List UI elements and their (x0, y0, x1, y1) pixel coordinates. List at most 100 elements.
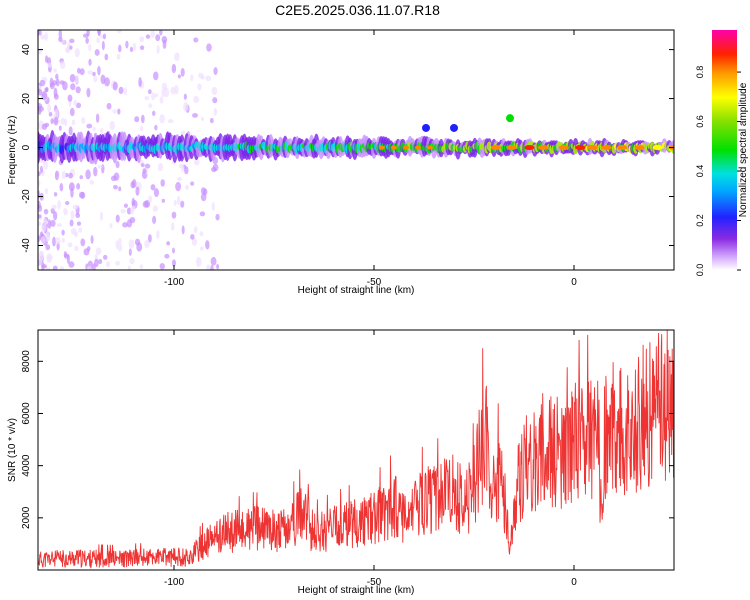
heat-cell (115, 214, 120, 223)
heat-cell (151, 92, 156, 101)
heat-cell (150, 184, 156, 191)
heat-cell (148, 195, 153, 203)
y-tick-label: 8000 (21, 350, 32, 373)
heat-cell (176, 195, 181, 206)
plot-frame (37, 29, 675, 271)
heat-cell (152, 215, 157, 224)
heat-cell (47, 219, 52, 229)
heat-cell (131, 179, 137, 188)
heat-cell (391, 145, 397, 150)
heat-cell (185, 184, 189, 191)
heat-cell (55, 78, 60, 87)
heat-cell (211, 202, 215, 211)
heat-cell (53, 93, 59, 100)
heat-cell (59, 265, 65, 270)
heat-cell (144, 163, 151, 169)
heat-cell (40, 34, 46, 40)
heat-cell (154, 124, 158, 131)
plot-frame (37, 329, 675, 571)
heat-cell (140, 163, 145, 168)
heat-cell (43, 208, 49, 215)
heat-cell (142, 168, 147, 174)
heat-cell (180, 68, 185, 77)
heat-feature (450, 123, 458, 132)
heat-cell (38, 88, 41, 93)
heat-cell (198, 72, 204, 79)
heat-cell (118, 186, 122, 192)
heat-cell (161, 36, 168, 44)
heat-cell (190, 74, 194, 82)
heat-cell (45, 244, 51, 251)
heat-cell (50, 219, 56, 227)
heat-cell (55, 237, 61, 245)
heat-cell (211, 86, 218, 95)
heat-cell (148, 103, 153, 109)
y-tick-label: 0 (21, 144, 32, 150)
heat-cell (95, 113, 100, 123)
heat-cell (86, 87, 91, 98)
heat-cell (140, 114, 145, 124)
heat-cell (63, 208, 68, 216)
heat-cell (113, 172, 120, 181)
heat-cell (200, 193, 207, 202)
heat-cell (138, 77, 142, 88)
heat-cell (537, 145, 548, 151)
heat-cell (87, 70, 93, 75)
heat-cell (160, 179, 165, 187)
heat-cell (38, 200, 41, 209)
heat-cell (652, 145, 663, 151)
heat-cell (97, 30, 102, 35)
heat-cell (123, 203, 128, 208)
heat-cell (175, 181, 182, 192)
heat-cell (199, 231, 204, 237)
heat-cell (139, 45, 145, 51)
heat-cell (506, 145, 517, 151)
x-tick-label: -50 (367, 577, 382, 588)
x-tick-label: -100 (164, 577, 184, 588)
heat-cell (490, 145, 501, 151)
x-tick-label: -100 (164, 277, 184, 288)
heat-cell (71, 119, 76, 126)
heat-cell (49, 77, 54, 88)
heat-cell (181, 225, 185, 235)
colorbar-tick-label: 0.2 (695, 214, 705, 227)
x-tick-label: 0 (571, 577, 577, 588)
colorbar-tick-label: 0.6 (695, 115, 705, 128)
heat-cell (61, 229, 65, 236)
heat-cell (117, 108, 121, 115)
x-axis-label: Height of straight line (km) (298, 585, 415, 596)
heat-cell (161, 198, 166, 203)
heat-cell (52, 265, 58, 270)
heat-cell (68, 261, 75, 268)
heat-cell (85, 37, 89, 44)
snr-trace (38, 330, 674, 569)
heat-cell (152, 205, 158, 212)
heat-cell (104, 77, 110, 87)
figure-title: C2E5.2025.036.11.07.R18 (275, 2, 440, 18)
heat-cell (58, 30, 63, 39)
heat-cell (199, 211, 206, 217)
heat-cell (112, 184, 118, 190)
heat-cell (199, 246, 204, 251)
heat-cell (129, 46, 134, 53)
heat-cell (48, 111, 53, 117)
heat-cell (69, 107, 75, 117)
heat-cell (166, 241, 171, 246)
heat-cell (55, 73, 59, 80)
heat-cell (206, 43, 212, 52)
heat-cell (44, 188, 49, 195)
heat-cell (38, 49, 43, 55)
heat-cell (153, 71, 159, 81)
y-axis-label: Frequency (Hz) (7, 116, 18, 185)
colorbar-tick-label: 0.4 (695, 165, 705, 178)
heat-cell (76, 221, 82, 226)
heat-cell (403, 145, 409, 150)
heat-cell (213, 107, 217, 116)
heat-cell (120, 209, 127, 214)
heat-feature (422, 123, 430, 132)
heat-cell (118, 86, 124, 95)
heat-cell (180, 200, 185, 208)
heat-cell (81, 117, 86, 124)
x-tick-label: 0 (571, 277, 577, 288)
heat-cell (117, 243, 123, 252)
